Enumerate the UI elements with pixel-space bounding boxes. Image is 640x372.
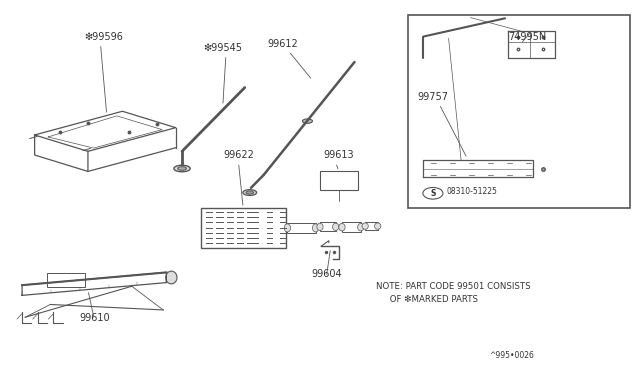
Ellipse shape	[333, 223, 339, 231]
Ellipse shape	[358, 224, 364, 231]
Ellipse shape	[374, 223, 381, 229]
Text: 99757: 99757	[417, 92, 449, 102]
Bar	[342, 222, 361, 232]
Bar	[287, 223, 316, 233]
Text: NOTE: PART CODE 99501 CONSISTS
     OF ❇MARKED PARTS: NOTE: PART CODE 99501 CONSISTS OF ❇MARKE…	[376, 282, 531, 304]
Ellipse shape	[339, 224, 345, 231]
Text: ^995•0026: ^995•0026	[490, 351, 534, 360]
Text: 74995N: 74995N	[508, 32, 546, 42]
Ellipse shape	[312, 224, 319, 232]
Ellipse shape	[246, 191, 253, 194]
Ellipse shape	[243, 190, 257, 195]
Ellipse shape	[166, 271, 177, 284]
Ellipse shape	[303, 119, 312, 123]
Ellipse shape	[362, 223, 368, 229]
Bar	[47, 273, 85, 287]
Ellipse shape	[178, 167, 186, 170]
Bar	[201, 208, 285, 248]
Ellipse shape	[284, 224, 291, 232]
Ellipse shape	[174, 165, 190, 172]
Text: 99622: 99622	[223, 151, 254, 160]
Bar	[320, 171, 358, 190]
Text: 99612: 99612	[267, 39, 298, 49]
Ellipse shape	[317, 223, 323, 231]
Text: 99613: 99613	[323, 151, 354, 160]
Text: ❇99596: ❇99596	[84, 32, 123, 42]
Bar	[365, 222, 378, 230]
Text: ❇99545: ❇99545	[204, 43, 243, 53]
Bar	[408, 15, 630, 208]
Bar	[320, 222, 336, 231]
Text: 99604: 99604	[311, 269, 342, 279]
Text: S: S	[430, 189, 436, 198]
Text: 99610: 99610	[79, 313, 109, 323]
Text: 08310-51225: 08310-51225	[447, 187, 497, 196]
